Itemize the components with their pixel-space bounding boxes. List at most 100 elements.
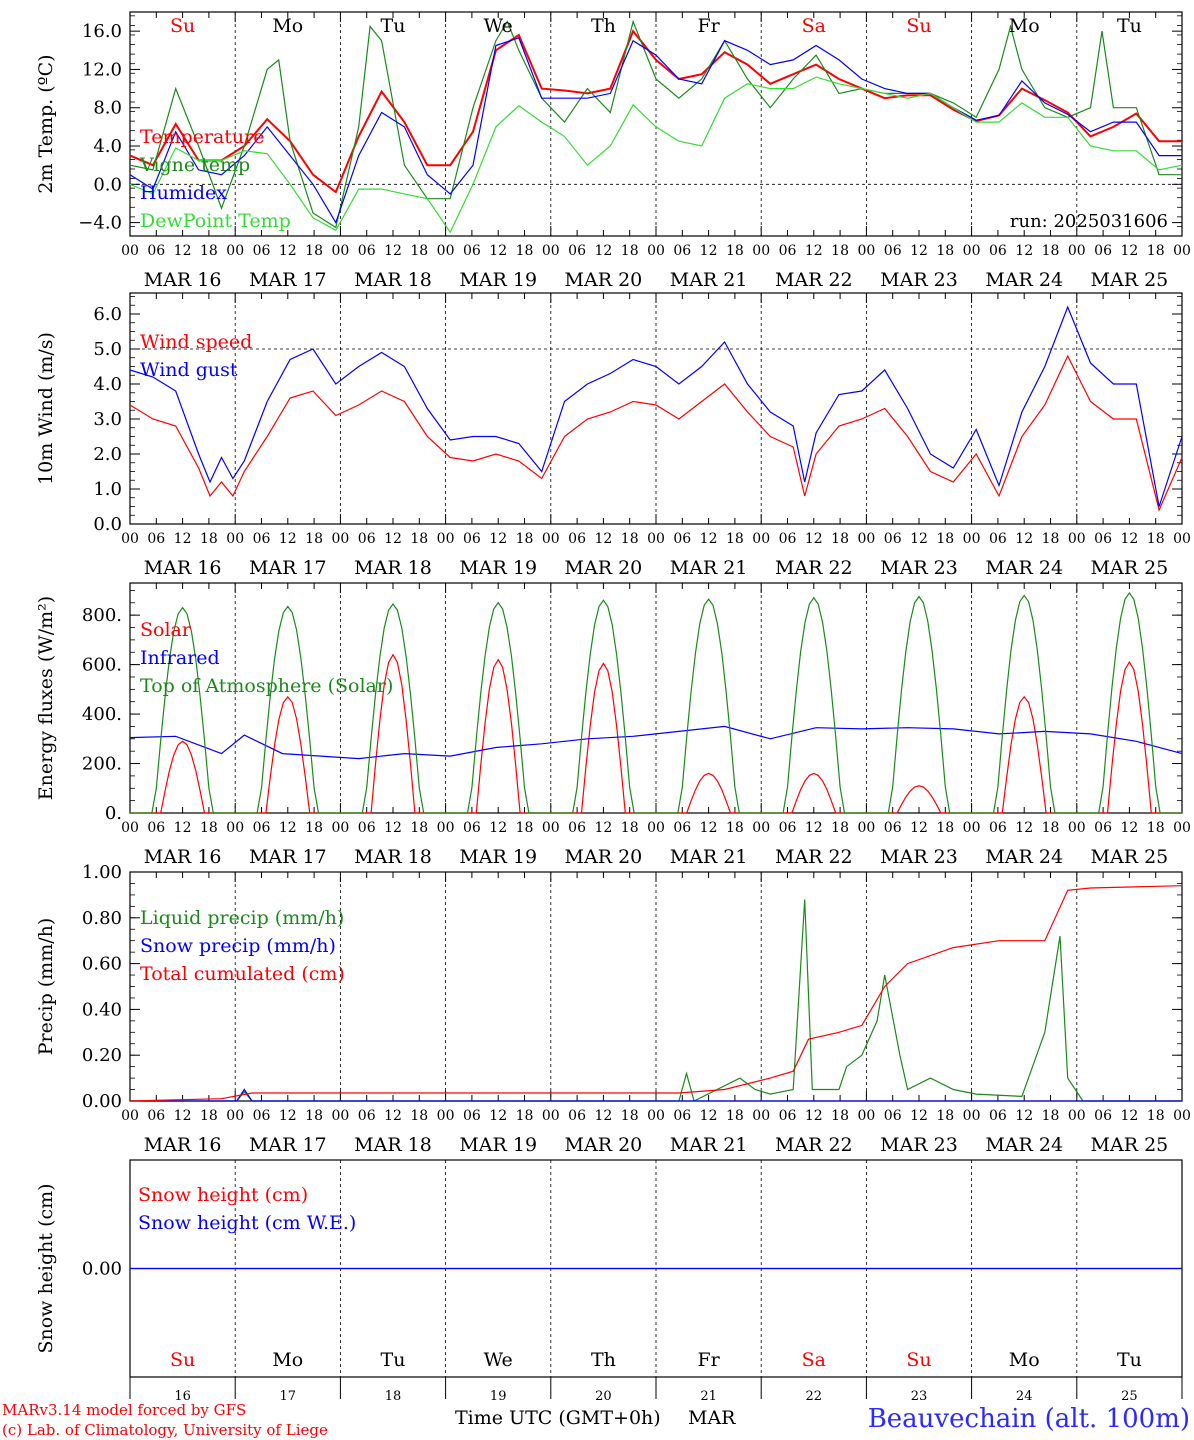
hour-label: 06	[358, 820, 376, 836]
hour-label: 18	[200, 531, 218, 547]
legend-snow-height-we: Snow height (cm W.E.)	[138, 1212, 356, 1234]
hour-label: 18	[831, 820, 849, 836]
day-name-top: Tu	[381, 15, 406, 37]
day-name-bottom: Tu	[381, 1349, 406, 1371]
y-tick-label: 3.0	[93, 409, 122, 430]
day-name-bottom: Su	[170, 1349, 195, 1371]
legend-total-cumulated: Total cumulated (cm)	[140, 963, 345, 985]
date-label: MAR 20	[565, 269, 643, 291]
y-tick-label: 16.0	[82, 21, 122, 42]
date-label: MAR 22	[775, 1134, 853, 1156]
hour-label: 12	[384, 531, 402, 547]
date-label: MAR 20	[565, 1134, 643, 1156]
date-label: MAR 18	[354, 846, 432, 868]
hour-label: 18	[831, 531, 849, 547]
date-label: MAR 22	[775, 269, 853, 291]
hour-label: 12	[1015, 243, 1033, 259]
hour-label: 12	[805, 1108, 823, 1124]
hour-label: 00	[857, 820, 875, 836]
y-axis-label: Precip (mm/h)	[35, 918, 57, 1056]
day-name-bottom: Mo	[272, 1349, 303, 1371]
date-label: MAR 19	[459, 557, 537, 579]
footer-month: MAR	[688, 1407, 736, 1429]
hour-label: 18	[726, 1108, 744, 1124]
hour-label: 06	[568, 1108, 586, 1124]
hour-label: 00	[857, 1108, 875, 1124]
hour-label: 00	[752, 820, 770, 836]
hour-label: 06	[1094, 531, 1112, 547]
date-label: MAR 18	[354, 1134, 432, 1156]
hour-label: 18	[1147, 1108, 1165, 1124]
hour-label: 18	[410, 531, 428, 547]
footer-station: Beauvechain (alt. 100m)	[868, 1404, 1190, 1434]
grid-lines	[129, 12, 1183, 1399]
date-label: MAR 25	[1091, 846, 1169, 868]
date-label: MAR 23	[880, 1134, 958, 1156]
day-name-top: We	[484, 15, 513, 37]
y-tick-label: 6.0	[93, 304, 122, 325]
hour-label: 12	[174, 1108, 192, 1124]
day-name-top: Mo	[272, 15, 303, 37]
y-tick-label: 0.	[105, 803, 122, 824]
hour-label: 18	[516, 243, 534, 259]
run-label: run: 2025031606	[1010, 211, 1168, 232]
date-label: MAR 24	[985, 557, 1063, 579]
series-line	[129, 29, 1182, 194]
hour-label: 00	[226, 820, 244, 836]
hour-label: 12	[174, 243, 192, 259]
date-label: MAR 21	[670, 1134, 748, 1156]
hour-label: 06	[147, 1108, 165, 1124]
y-tick-label: 0.40	[82, 999, 122, 1020]
legend-temperature: Temperature	[140, 126, 264, 148]
hour-label: 06	[253, 243, 271, 259]
y-tick-label: 800.	[82, 605, 122, 626]
hour-label: 06	[884, 1108, 902, 1124]
hour-label: 12	[700, 1108, 718, 1124]
hour-label: 12	[1015, 531, 1033, 547]
date-label: MAR 17	[249, 557, 327, 579]
y-tick-label: 400.	[82, 704, 122, 725]
hour-label: 06	[147, 531, 165, 547]
hour-label: 18	[726, 243, 744, 259]
hour-label: 12	[489, 820, 507, 836]
y-tick-label: 600.	[82, 655, 122, 676]
hour-label: 06	[358, 1108, 376, 1124]
y-tick-label: 0.20	[82, 1045, 122, 1066]
hour-label: 18	[621, 820, 639, 836]
hour-label: 06	[1094, 243, 1112, 259]
hour-label: 00	[1068, 1108, 1086, 1124]
day-name-top: Th	[591, 15, 616, 37]
series-line	[129, 725, 1183, 760]
hour-label: 12	[279, 531, 297, 547]
hour-label: 00	[226, 243, 244, 259]
hour-label: 00	[1173, 820, 1191, 836]
day-number: 16	[174, 1389, 191, 1404]
hour-label: 12	[594, 243, 612, 259]
date-label: MAR 21	[670, 846, 748, 868]
hour-label: 06	[358, 243, 376, 259]
hour-label: 12	[910, 820, 928, 836]
legend-snow-precip: Snow precip (mm/h)	[140, 935, 336, 957]
hour-label: 12	[594, 820, 612, 836]
hour-label: 12	[384, 1108, 402, 1124]
hour-label: 12	[489, 1108, 507, 1124]
hour-label: 06	[463, 1108, 481, 1124]
legend-solar: Solar	[140, 619, 192, 641]
hour-label: 18	[1147, 243, 1165, 259]
date-label: MAR 18	[354, 269, 432, 291]
legend-snow-height: Snow height (cm)	[138, 1184, 308, 1206]
date-label: MAR 16	[144, 846, 222, 868]
hour-label: 06	[463, 820, 481, 836]
date-label: MAR 24	[985, 269, 1063, 291]
hour-label: 00	[752, 1108, 770, 1124]
y-tick-label: −4.0	[78, 213, 122, 234]
hour-label: 06	[568, 820, 586, 836]
hour-label: 06	[1094, 1108, 1112, 1124]
day-number: 22	[806, 1389, 823, 1404]
day-name-bottom: Fr	[697, 1349, 720, 1371]
hour-label: 06	[989, 820, 1007, 836]
hour-label: 18	[1042, 1108, 1060, 1124]
y-tick-label: 4.0	[93, 136, 122, 157]
series-line	[129, 37, 1182, 225]
hour-label: 12	[700, 820, 718, 836]
